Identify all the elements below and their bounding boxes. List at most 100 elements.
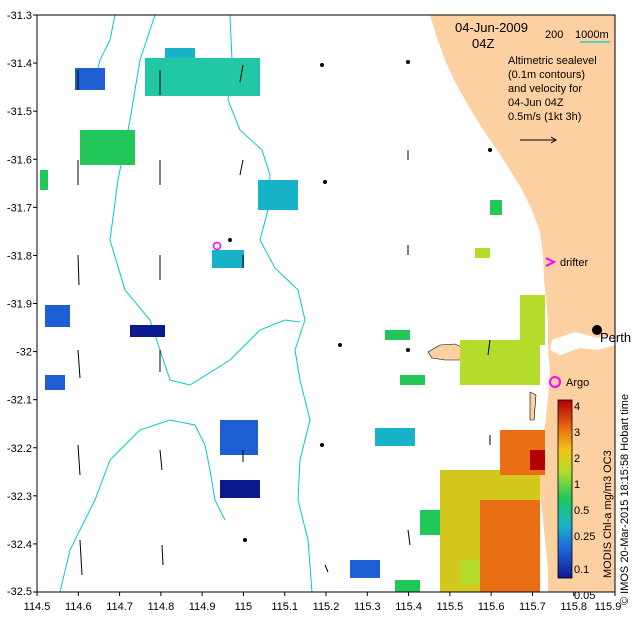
colorbar-tick: 0.5 [574,505,589,517]
lon-tick-label: 114.5 [24,601,51,613]
lon-tick-label: 114.6 [65,601,92,613]
chl-cluster-coastal [530,450,545,470]
perth-label: Perth [600,330,631,345]
lon-tick-label: 115.5 [437,601,464,613]
isobath-1000-label: 1000m [575,29,609,41]
velocity-dot [338,343,342,347]
chl-cluster [212,250,244,268]
perth-marker [592,325,602,335]
chl-cluster [475,248,490,258]
chl-cluster [45,305,70,327]
velocity-scale-arrowhead [550,136,557,144]
chl-cluster [220,480,260,498]
colorbar-title: MODIS Chl-a mg/m3 OC3 [602,450,614,578]
map-date: 04-Jun-2009 [455,20,528,35]
chl-cluster [490,200,502,215]
chl-cluster [400,375,425,385]
credit-text: © IMOS 20-Mar-2015 18:15:58 Hobart time [619,394,631,605]
colorbar-tick: 2 [574,453,580,465]
argo-label: Argo [566,377,589,389]
lon-tick-label: 114.7 [106,601,133,613]
colorbar-tick: 1 [574,479,580,491]
lat-tick-label: -32.1 [7,395,32,407]
chl-cluster [385,330,410,340]
colorbar-tick: 0.1 [574,564,589,576]
lon-tick-label: 115.3 [354,601,381,613]
chl-cluster [80,130,135,165]
colorbar-tick: 0.25 [574,531,595,543]
chl-cluster-north [145,58,260,96]
velocity-arrow [77,254,80,286]
lat-tick-label: -31.3 [7,10,32,22]
chl-cluster [375,428,415,446]
velocity-arrow [159,449,163,471]
chl-cluster [75,68,105,90]
drifter-label: drifter [560,257,588,269]
chl-cluster [350,560,380,578]
colorbar-tick: 0.05 [574,590,595,602]
legend-line: 04-Jun 04Z [508,97,564,109]
lat-tick-label: -31.4 [7,58,32,70]
drifter-start-marker [212,241,222,251]
lat-tick-label: -31.9 [7,299,32,311]
chl-cluster [395,580,420,592]
velocity-arrows [77,60,492,576]
isobaths [59,15,313,592]
colorbar [557,399,573,579]
velocity-arrow [239,64,244,83]
lon-tick-label: 115.8 [560,601,587,613]
colorbar-ticks: 4 3 2 1 0.5 0.25 0.1 0.05 [574,401,595,602]
colorbar-tick: 4 [574,401,580,413]
chl-cluster [460,560,480,585]
lat-tick-label: -32.3 [7,491,32,503]
lat-tick-label: -32.4 [7,539,32,551]
velocity-arrow [79,539,83,576]
chl-cluster-coastal [480,500,540,592]
chl-cluster [40,170,48,190]
legend-line: 0.5m/s (1kt 3h) [508,111,581,123]
velocity-dot [488,148,492,152]
lon-tick-label: 114.8 [148,601,175,613]
lat-tick-label: -32 [16,347,32,359]
map-hour: 04Z [472,36,494,51]
velocity-arrow [239,159,244,176]
chl-cluster [220,420,258,455]
argo-marker [549,376,561,388]
garden-island [529,391,537,421]
lon-tick-label: 115.9 [595,601,622,613]
lat-tick-label: -31.5 [7,106,32,118]
chl-cluster [45,375,65,390]
chl-cluster-coastal [460,340,540,385]
legend-line: (0.1m contours) [508,69,585,81]
colorbar-tick: 3 [574,427,580,439]
velocity-dot [320,63,324,67]
lat-tick-label: -32.2 [7,443,32,455]
velocity-dot [320,443,324,447]
velocity-dot [323,180,327,184]
velocity-dot [406,60,410,64]
legend-line: Altimetric sealevel [508,55,597,67]
velocity-dot [228,238,232,242]
chl-cluster [258,180,298,210]
lon-tick-label: 115.6 [478,601,505,613]
river-estuary [550,332,615,355]
lat-tick-label: -31.6 [7,154,32,166]
lon-tick-label: 114.9 [189,601,216,613]
lon-tick-label: 115.4 [395,601,422,613]
axis-ticks [33,14,616,596]
velocity-arrow [161,544,164,566]
legend-line: and velocity for [508,83,582,95]
velocity-dot [406,348,410,352]
velocity-arrow [77,349,81,379]
chl-cluster [130,325,165,337]
isobath-1000m-south [59,419,226,592]
lon-tick-label: 115.7 [519,601,546,613]
lon-axis-labels: 114.5 114.6 114.7 114.8 114.9 115 115.1 … [24,601,622,613]
lat-tick-label: -31.8 [7,250,32,262]
lon-tick-label: 115 [235,601,253,613]
lon-tick-label: 115.2 [313,601,340,613]
chlorophyll-pixels [40,48,545,592]
chl-cluster [165,48,195,58]
legend-block: Altimetric sealevel (0.1m contours) and … [508,55,597,144]
lat-axis-labels: -31.3 -31.4 -31.5 -31.6 -31.7 -31.8 -31.… [7,10,32,598]
